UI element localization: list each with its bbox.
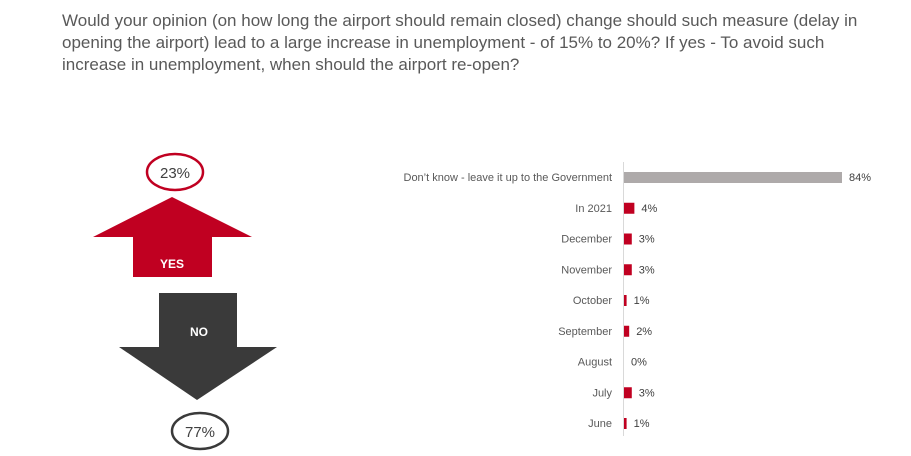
question-title: Would your opinion (on how long the airp…	[62, 11, 858, 74]
no-label: NO	[190, 325, 208, 339]
no-arrow-down-icon	[119, 293, 277, 400]
data-label: 1%	[634, 418, 650, 430]
bar	[624, 264, 632, 276]
data-label: 4%	[641, 203, 657, 215]
yes-arrow-up-icon	[93, 197, 252, 277]
bar	[624, 387, 632, 399]
category-label: August	[578, 357, 612, 369]
no-value: 77%	[185, 424, 215, 441]
bar	[624, 295, 627, 306]
data-label: 2%	[636, 326, 652, 338]
data-label: 0%	[631, 357, 647, 369]
category-label: July	[592, 387, 612, 399]
bar	[624, 325, 630, 337]
data-label: 84%	[849, 172, 871, 184]
category-label: October	[573, 295, 612, 307]
data-label: 3%	[639, 234, 655, 246]
data-label: 3%	[639, 264, 655, 276]
yes-label: YES	[160, 257, 184, 271]
yes-value: 23%	[160, 165, 190, 182]
category-label: December	[561, 234, 612, 246]
bar	[624, 233, 632, 245]
category-label: June	[588, 418, 612, 430]
data-label: 3%	[639, 387, 655, 399]
yes-value-circle	[145, 152, 205, 192]
bar	[624, 172, 842, 183]
bar	[624, 418, 627, 429]
data-label: 1%	[634, 295, 650, 307]
category-label: In 2021	[575, 203, 612, 215]
category-label: Don’t know - leave it up to the Governme…	[404, 172, 613, 184]
category-label: September	[558, 326, 612, 338]
no-value-circle	[170, 411, 230, 451]
bar	[624, 202, 635, 214]
category-label: November	[561, 264, 612, 276]
